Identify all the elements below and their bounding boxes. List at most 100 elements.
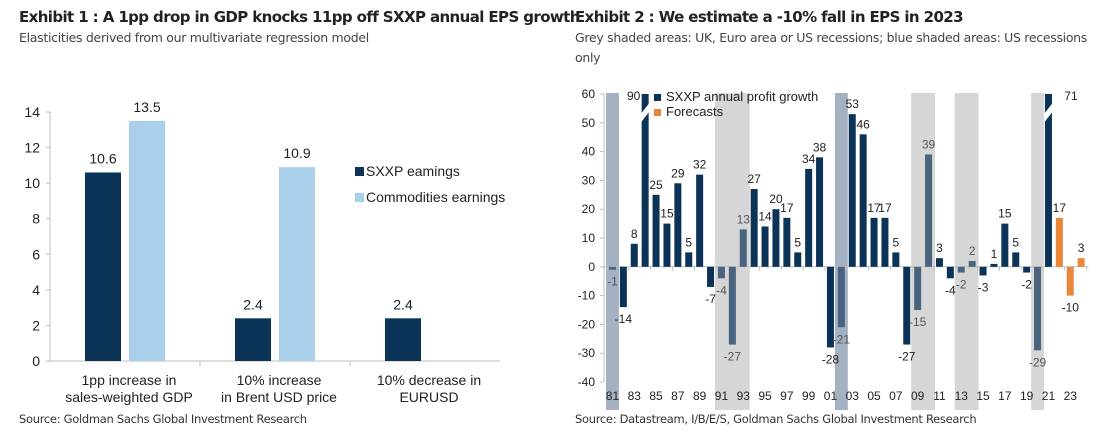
x-tick-label: 23 [1064, 389, 1078, 403]
data-label: 3 [1078, 241, 1085, 255]
x-tick-label: 07 [889, 389, 903, 403]
profit-growth-bar [761, 226, 769, 267]
profit-growth-bar [935, 258, 943, 267]
data-label: 32 [693, 158, 707, 172]
profit-growth-bar [619, 266, 627, 308]
data-label: 5 [685, 235, 692, 249]
x-tick-label: 19 [1020, 389, 1034, 403]
data-label: -15 [909, 315, 927, 329]
data-label: 14 [758, 209, 772, 223]
profit-growth-bar [1001, 223, 1009, 267]
data-label: 39 [922, 137, 936, 151]
data-label: 17 [780, 201, 794, 215]
data-label: 10.9 [283, 145, 310, 161]
profit-growth-bar [892, 252, 900, 267]
profit-growth-bar [794, 252, 802, 267]
y-tick-label: 12 [24, 140, 40, 156]
y-tick-label: -40 [578, 375, 596, 389]
profit-growth-bar [914, 266, 922, 310]
profit-growth-bar [990, 263, 998, 267]
exhibit-1-panel: Exhibit 1 : A 1pp drop in GDP knocks 11p… [19, 8, 580, 426]
profit-growth-bar [957, 266, 965, 273]
profit-growth-bar [772, 209, 780, 267]
data-label: 53 [846, 97, 860, 111]
y-tick-label: 6 [32, 246, 40, 262]
data-label: 17 [878, 201, 892, 215]
legend-label: Commodities earnings [366, 189, 505, 205]
y-tick-label: 60 [582, 87, 596, 101]
legend-swatch [654, 109, 661, 116]
legend-swatch [654, 94, 661, 101]
data-label: -2 [956, 278, 967, 292]
forecast-bar [1066, 266, 1074, 296]
data-label: 5 [1012, 235, 1019, 249]
profit-growth-bar [739, 229, 747, 267]
axis-break-mark [1043, 102, 1053, 123]
y-tick-label: 14 [24, 104, 40, 120]
data-label: -27 [898, 350, 916, 364]
y-tick-label: 8 [32, 211, 40, 227]
x-tick-label: 83 [628, 389, 642, 403]
data-label: 17 [867, 201, 881, 215]
legend-swatch [355, 167, 364, 176]
data-label: -4 [945, 283, 956, 297]
recession-shade-blue [834, 93, 848, 410]
bar-sxxp [385, 318, 421, 361]
data-label: 2 [969, 244, 976, 258]
x-tick-label: 81 [606, 389, 620, 403]
profit-growth-bar [968, 261, 976, 267]
data-label: 15 [998, 207, 1012, 221]
profit-growth-bar [663, 223, 671, 267]
exhibit-2-chart: -40-30-20-100102030405060-1-148902515295… [578, 87, 1089, 410]
data-label: 5 [794, 235, 801, 249]
y-tick-label: 10 [24, 175, 40, 191]
data-label: -7 [705, 292, 716, 306]
x-category-label: 10% increase [237, 372, 322, 388]
exhibit-2-subtitle: Grey shaded areas: UK, Euro area or US r… [575, 30, 1088, 65]
x-category-label: EURUSD [399, 389, 458, 405]
x-category-label: sales-weighted GDP [65, 389, 193, 405]
profit-growth-bar [728, 266, 736, 345]
data-label: 13 [737, 212, 751, 226]
profit-growth-bar [1023, 266, 1031, 273]
profit-growth-bar [783, 217, 791, 267]
profit-growth-bar [630, 243, 638, 267]
profit-growth-bar [903, 266, 911, 345]
x-tick-label: 91 [715, 389, 729, 403]
bar-commodities [279, 167, 315, 361]
x-category-label: 1pp increase in [82, 372, 177, 388]
profit-growth-bar [641, 94, 649, 267]
x-tick-label: 03 [846, 389, 860, 403]
y-tick-label: 0 [32, 353, 40, 369]
profit-growth-bar [717, 266, 725, 279]
y-tick-label: 40 [582, 145, 596, 159]
y-tick-label: 4 [32, 282, 40, 298]
y-tick-label: 2 [32, 317, 40, 333]
data-label: -28 [822, 352, 840, 366]
data-label: -4 [716, 283, 727, 297]
legend-label: Forecasts [666, 104, 724, 119]
profit-growth-bar [826, 266, 834, 348]
x-tick-label: 89 [693, 389, 707, 403]
profit-growth-bar [946, 266, 954, 279]
data-label: -29 [1029, 355, 1047, 369]
data-label: 46 [856, 117, 870, 131]
bar-sxxp [235, 318, 271, 361]
x-tick-label: 87 [671, 389, 685, 403]
y-tick-label: 20 [582, 202, 596, 216]
data-label: -21 [833, 332, 851, 346]
exhibit-1-title: Exhibit 1 : A 1pp drop in GDP knocks 11p… [19, 8, 580, 26]
data-label: -3 [978, 280, 989, 294]
data-label: 10.6 [89, 150, 116, 166]
data-label: 2.4 [243, 296, 263, 312]
x-tick-label: 13 [955, 389, 969, 403]
exhibit-1-chart: 0 2 4 6 8 10 12 14 10.6 13.5 1pp increase insales-… [24, 99, 505, 405]
y-tick-label: -10 [578, 289, 596, 303]
x-tick-label: 95 [758, 389, 772, 403]
data-label: -1 [607, 275, 618, 289]
profit-growth-bar [608, 266, 616, 270]
data-label: 25 [649, 178, 663, 192]
profit-growth-bar [707, 266, 715, 287]
profit-growth-bar [696, 174, 704, 267]
exhibit-2-panel: Exhibit 2 : We estimate a -10% fall in E… [556, 0, 1112, 433]
